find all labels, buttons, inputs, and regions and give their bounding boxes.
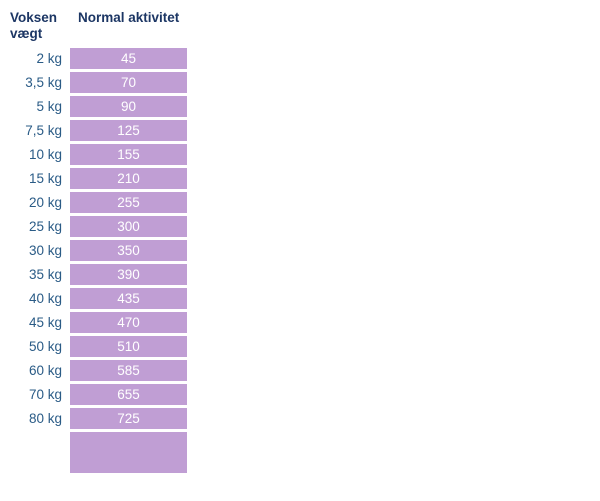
value-cell: 45 <box>70 48 187 69</box>
table-row: 10 kg 155 <box>10 144 600 165</box>
value-cell: 70 <box>70 72 187 93</box>
table-header-row: Voksen vægt Normal aktivitet <box>10 10 600 42</box>
value-cell: 350 <box>70 240 187 261</box>
table-row: 70 kg 655 <box>10 384 600 405</box>
table-row: 60 kg 585 <box>10 360 600 381</box>
table-row: 20 kg 255 <box>10 192 600 213</box>
value-cell: 585 <box>70 360 187 381</box>
weight-label: 30 kg <box>28 243 62 258</box>
value-cell: 390 <box>70 264 187 285</box>
table-row: 7,5 kg 125 <box>10 120 600 141</box>
trailing-empty-cell <box>70 432 187 473</box>
table-row: 3,5 kg 70 <box>10 72 600 93</box>
value-cell: 300 <box>70 216 187 237</box>
table-row: 45 kg 470 <box>10 312 600 333</box>
value-cell: 725 <box>70 408 187 429</box>
table-row: 25 kg 300 <box>10 216 600 237</box>
value-cell: 435 <box>70 288 187 309</box>
weight-label: 35 kg <box>28 267 62 282</box>
weight-label: 10 kg <box>28 147 62 162</box>
value-cell: 510 <box>70 336 187 357</box>
weight-label: 5 kg <box>36 99 62 114</box>
value-cell: 210 <box>70 168 187 189</box>
table-row: 80 kg 725 <box>10 408 600 429</box>
table-row: 5 kg 90 <box>10 96 600 117</box>
weight-label: 7,5 kg <box>25 123 62 138</box>
value-cell: 655 <box>70 384 187 405</box>
activity-column-header: Normal aktivitet <box>78 10 180 25</box>
table-body: 2 kg 45 3,5 kg 70 5 kg 90 7,5 kg 125 10 kg 155 15 … <box>10 48 600 429</box>
weight-column-header: Voksen vægt <box>10 10 58 41</box>
table-row: 40 kg 435 <box>10 288 600 309</box>
weight-label: 20 kg <box>28 195 62 210</box>
weight-label: 2 kg <box>36 51 62 66</box>
value-cell: 125 <box>70 120 187 141</box>
weight-label: 50 kg <box>28 339 62 354</box>
weight-label: 80 kg <box>28 411 62 426</box>
weight-label: 40 kg <box>28 291 62 306</box>
value-cell: 470 <box>70 312 187 333</box>
weight-label: 25 kg <box>28 219 62 234</box>
table-row: 50 kg 510 <box>10 336 600 357</box>
weight-label: 45 kg <box>28 315 62 330</box>
value-cell: 255 <box>70 192 187 213</box>
table-row: 35 kg 390 <box>10 264 600 285</box>
weight-label: 60 kg <box>28 363 62 378</box>
value-cell: 90 <box>70 96 187 117</box>
table-row: 2 kg 45 <box>10 48 600 69</box>
weight-label: 70 kg <box>28 387 62 402</box>
table-row: 30 kg 350 <box>10 240 600 261</box>
weight-label: 3,5 kg <box>25 75 62 90</box>
table-row: 15 kg 210 <box>10 168 600 189</box>
value-cell: 155 <box>70 144 187 165</box>
weight-label: 15 kg <box>28 171 62 186</box>
